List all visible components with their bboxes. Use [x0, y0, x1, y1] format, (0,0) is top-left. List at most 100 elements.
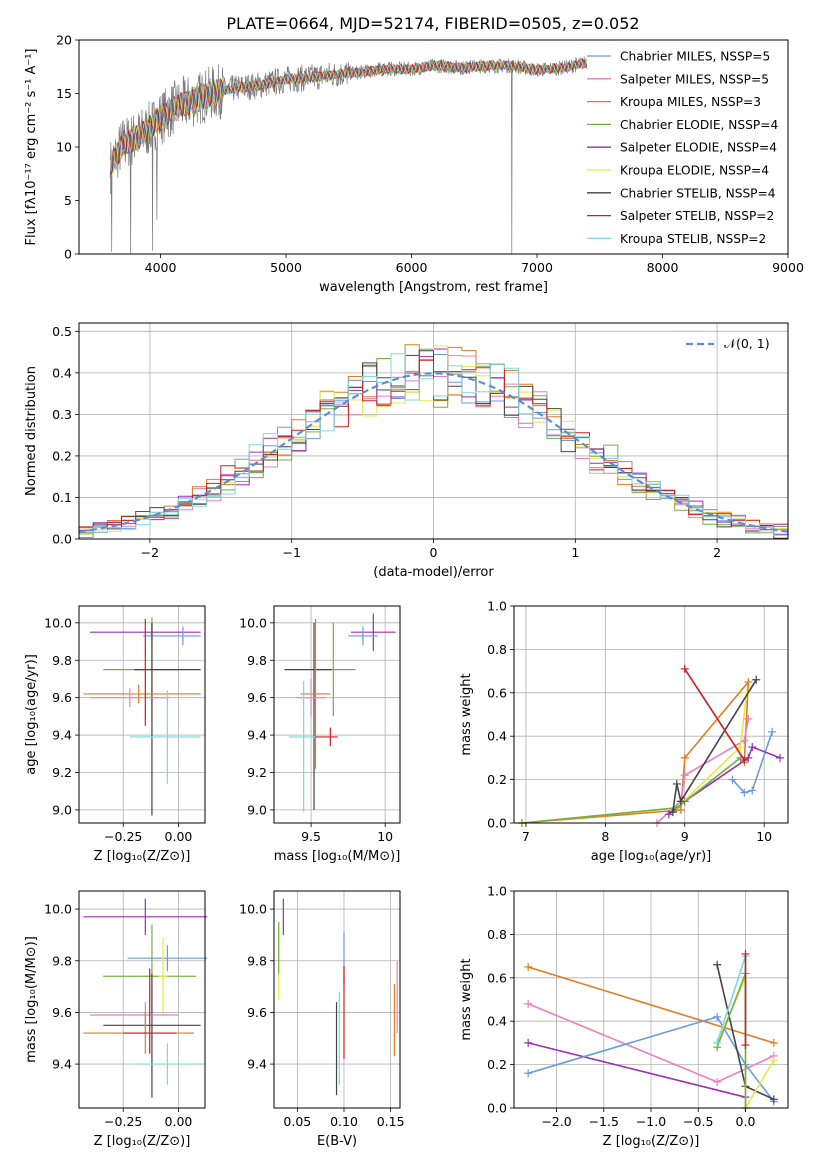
- weight-marker: [713, 1038, 722, 1047]
- y-tick-label: 9.6: [52, 1005, 72, 1020]
- normal-legend-label: 𝒩(0, 1): [724, 336, 770, 351]
- weight-marker: [740, 756, 749, 765]
- weight-marker: [744, 677, 753, 686]
- weight-marker: [524, 1069, 533, 1078]
- figure-title: PLATE=0664, MJD=52174, FIBERID=0505, z=0…: [226, 14, 639, 33]
- x-tick-label: 0: [430, 545, 438, 560]
- y-tick-label: 1.0: [487, 599, 507, 614]
- x-tick-label: 10: [377, 829, 393, 844]
- y-tick-label: 1.0: [487, 884, 507, 899]
- weight-marker: [672, 779, 681, 788]
- x-tick-label: 0.10: [330, 1114, 358, 1129]
- x-axis-label: Z [log₁₀(Z/Z⊙)]: [603, 1134, 700, 1149]
- weight-line-chabrier-elodie: [521, 757, 741, 824]
- weight-marker: [769, 1038, 778, 1047]
- errorbar-point: [158, 937, 168, 1015]
- weight-marker: [769, 1056, 778, 1065]
- weight-marker: [713, 1077, 722, 1086]
- y-tick-label: 20: [56, 33, 72, 48]
- mass-vs-Z-panel: −0.25 0.00 9.4 9.6 9.8 10.0 Z [log₁₀(Z/Z⊙)] mas…: [24, 890, 208, 1149]
- weight-marker: [776, 753, 785, 762]
- y-tick-label: 9.4: [52, 1057, 72, 1072]
- y-tick-label: 9.0: [52, 802, 72, 817]
- y-tick-label: 10.0: [239, 615, 267, 630]
- normal-curve-line: [78, 372, 789, 533]
- legend-label: Chabrier STELIB, NSSP=4: [620, 186, 776, 200]
- legend-label: Kroupa STELIB, NSSP=2: [620, 232, 766, 246]
- x-tick-label: 6000: [396, 260, 428, 275]
- x-tick-label: 1: [571, 545, 579, 560]
- weight-marker: [680, 753, 689, 762]
- weight-marker: [713, 1012, 722, 1021]
- axes-frame: [513, 605, 789, 824]
- x-tick-label: 0.0: [736, 1114, 756, 1129]
- x-tick-label: 2: [713, 545, 721, 560]
- y-tick-label: 0.2: [487, 772, 507, 787]
- x-tick-label: −1.5: [589, 1114, 619, 1129]
- weight-marker: [676, 797, 685, 806]
- weight-line-salpeter-miles: [656, 718, 750, 824]
- errorbar-point: [90, 1002, 179, 1028]
- y-tick-label: 0.8: [487, 927, 507, 942]
- y-tick-label: 9.2: [247, 765, 267, 780]
- observed-spectrum-line: [110, 56, 588, 254]
- y-tick-label: 9.8: [52, 953, 72, 968]
- legend-label: Kroupa ELODIE, NSSP=4: [620, 164, 769, 178]
- age-vs-Z-panel: −0.25 0.00 9.0 9.2 9.4 9.6 9.8 10.0 Z [log₁₀(Z/Z…: [24, 605, 206, 864]
- y-tick-label: 9.4: [247, 728, 267, 743]
- weight-line-chabrier-stelib: [672, 679, 757, 813]
- errorbar-point: [348, 626, 378, 646]
- x-tick-label: −1.0: [636, 1114, 666, 1129]
- age-vs-mass-panel: 9.5 10 9.0 9.2 9.4 9.6 9.8 10.0 mass [log₁₀(M/M⊙…: [239, 605, 401, 864]
- y-tick-label: 0.4: [487, 1014, 507, 1029]
- errorbar-point: [143, 626, 201, 646]
- weight-marker: [748, 786, 757, 795]
- weight-line-salpeter-elodie: [528, 1042, 746, 1098]
- x-axis-label: E(B-V): [317, 1134, 357, 1149]
- legend-label: Salpeter STELIB, NSSP=2: [620, 209, 774, 223]
- errorbar-point: [83, 898, 208, 935]
- errorbar-point: [296, 678, 326, 717]
- model-spectrum-chabrier-stelib: [110, 59, 587, 176]
- residuals-panel: −2 −1 0 1 2 0.0 0.1 0.2 0.3 0.4 0.5 (data-model)/er…: [24, 322, 789, 580]
- y-tick-label: 0.2: [52, 448, 72, 463]
- y-tick-label: 9.4: [247, 1057, 267, 1072]
- y-tick-label: 10.0: [44, 902, 72, 917]
- x-tick-label: 8000: [647, 260, 679, 275]
- x-tick-label: 7: [522, 829, 530, 844]
- x-tick-label: 0.00: [165, 829, 193, 844]
- y-tick-label: 0.2: [487, 1057, 507, 1072]
- weight-marker: [768, 727, 777, 736]
- x-tick-label: −0.5: [683, 1114, 713, 1129]
- model-spectrum-salpeter-elodie: [110, 58, 587, 173]
- x-tick-label: 0.15: [377, 1114, 405, 1129]
- histogram-kroupa-stelib: [79, 353, 788, 536]
- y-tick-label: 9.6: [247, 690, 267, 705]
- y-tick-label: 9.0: [247, 802, 267, 817]
- y-tick-label: 9.6: [52, 690, 72, 705]
- model-spectrum-kroupa-stelib: [110, 58, 587, 170]
- y-tick-label: 15: [56, 86, 72, 101]
- x-tick-label: 7000: [521, 260, 553, 275]
- y-tick-label: 0.4: [52, 365, 72, 380]
- y-axis-label: age [log₁₀(age/yr)]: [24, 654, 39, 775]
- y-tick-label: 0: [64, 247, 72, 262]
- weight-marker: [668, 808, 677, 817]
- legend-label: Kroupa MILES, NSSP=3: [620, 95, 761, 109]
- x-tick-label: 9000: [772, 260, 804, 275]
- x-tick-label: 5000: [270, 260, 302, 275]
- axes-frame: [273, 605, 401, 824]
- weight-marker: [752, 675, 761, 684]
- weight-line-kroupa-stelib: [716, 955, 747, 1046]
- y-axis-label: mass [log₁₀(M/M⊙)]: [24, 936, 39, 1063]
- y-axis-label: Normed distribution: [24, 366, 39, 496]
- y-tick-label: 0.6: [487, 685, 507, 700]
- legend-label: Salpeter MILES, NSSP=5: [620, 72, 769, 86]
- y-tick-label: 10.0: [44, 615, 72, 630]
- errorbar-point: [284, 622, 332, 810]
- spectrum-legend: Chabrier MILES, NSSP=5 Salpeter MILES, NS…: [587, 50, 778, 246]
- weight-marker: [524, 962, 533, 971]
- weight-marker: [713, 960, 722, 969]
- errorbar-point: [315, 727, 338, 747]
- x-tick-label: −2.0: [541, 1114, 571, 1129]
